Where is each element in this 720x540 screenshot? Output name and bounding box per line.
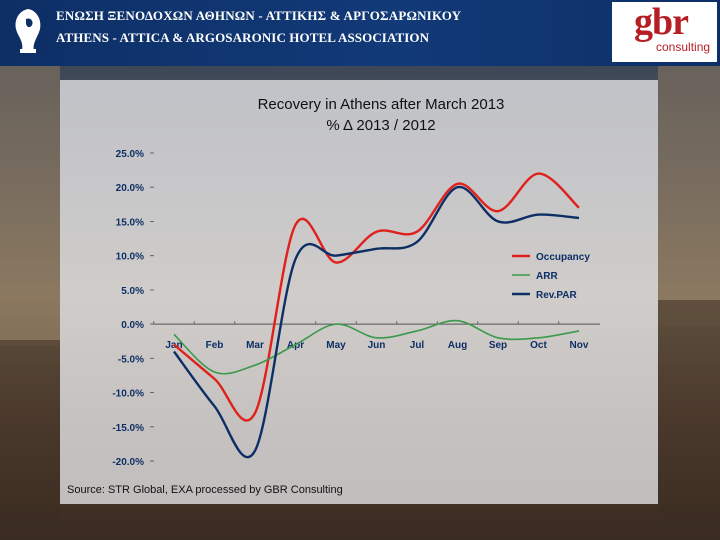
y-tick-label: -10.0% [112, 389, 144, 400]
y-tick-label: 15.0% [116, 217, 144, 228]
x-tick-label: Oct [530, 340, 547, 351]
chart-panel: Recovery in Athens after March 2013 % Δ 2… [60, 80, 658, 504]
crowd-right [658, 300, 720, 540]
x-tick-label: Sep [489, 340, 507, 351]
theatre-wall-left [0, 66, 60, 346]
series-line-arr [173, 319, 580, 375]
association-emblem-icon [6, 5, 50, 57]
gbr-logo-subtitle: consulting [656, 40, 711, 54]
y-tick-label: 10.0% [116, 252, 144, 263]
gbr-logo-mark: gbr [634, 1, 689, 43]
series-line-occupancy [173, 172, 580, 422]
x-tick-label: May [326, 340, 346, 351]
line-chart: Recovery in Athens after March 2013 % Δ 2… [112, 96, 600, 468]
association-name-english: ATHENS - ATTICA & ARGOSARONIC HOTEL ASSO… [56, 30, 430, 45]
theatre-wall-right [658, 66, 720, 326]
x-tick-label: Jun [368, 340, 386, 351]
x-tick-label: Apr [287, 340, 304, 351]
chart-title: Recovery in Athens after March 2013 [258, 96, 505, 113]
x-tick-label: Nov [570, 340, 589, 351]
x-tick-label: Feb [206, 340, 224, 351]
x-tick-label: Jul [410, 340, 425, 351]
source-note: Source: STR Global, EXA processed by GBR… [67, 484, 343, 496]
association-name-greek: ΕΝΩΣΗ ΞΕΝΟΔΟΧΩΝ ΑΘΗΝΩΝ - ΑΤΤΙΚΗΣ & ΑΡΓΟΣ… [56, 8, 462, 23]
gbr-consulting-logo: gbr consulting [612, 1, 717, 62]
x-tick-label: Aug [448, 340, 467, 351]
y-tick-label: 5.0% [121, 286, 144, 297]
y-tick-label: 0.0% [121, 320, 144, 331]
legend-label: Occupancy [536, 252, 590, 263]
y-tick-label: -5.0% [118, 354, 144, 365]
legend-label: ARR [536, 271, 558, 282]
y-tick-label: -20.0% [112, 457, 144, 468]
x-tick-label: Mar [246, 340, 264, 351]
legend-label: Rev.PAR [536, 290, 578, 301]
chart-subtitle: % Δ 2013 / 2012 [326, 117, 435, 134]
series-line-revpar [173, 186, 580, 459]
header-banner: ΕΝΩΣΗ ΞΕΝΟΔΟΧΩΝ ΑΘΗΝΩΝ - ΑΤΤΙΚΗΣ & ΑΡΓΟΣ… [0, 0, 720, 66]
y-tick-label: 25.0% [116, 149, 144, 160]
y-tick-label: 20.0% [116, 183, 144, 194]
crowd-bottom [0, 505, 720, 540]
y-tick-label: -15.0% [112, 423, 144, 434]
